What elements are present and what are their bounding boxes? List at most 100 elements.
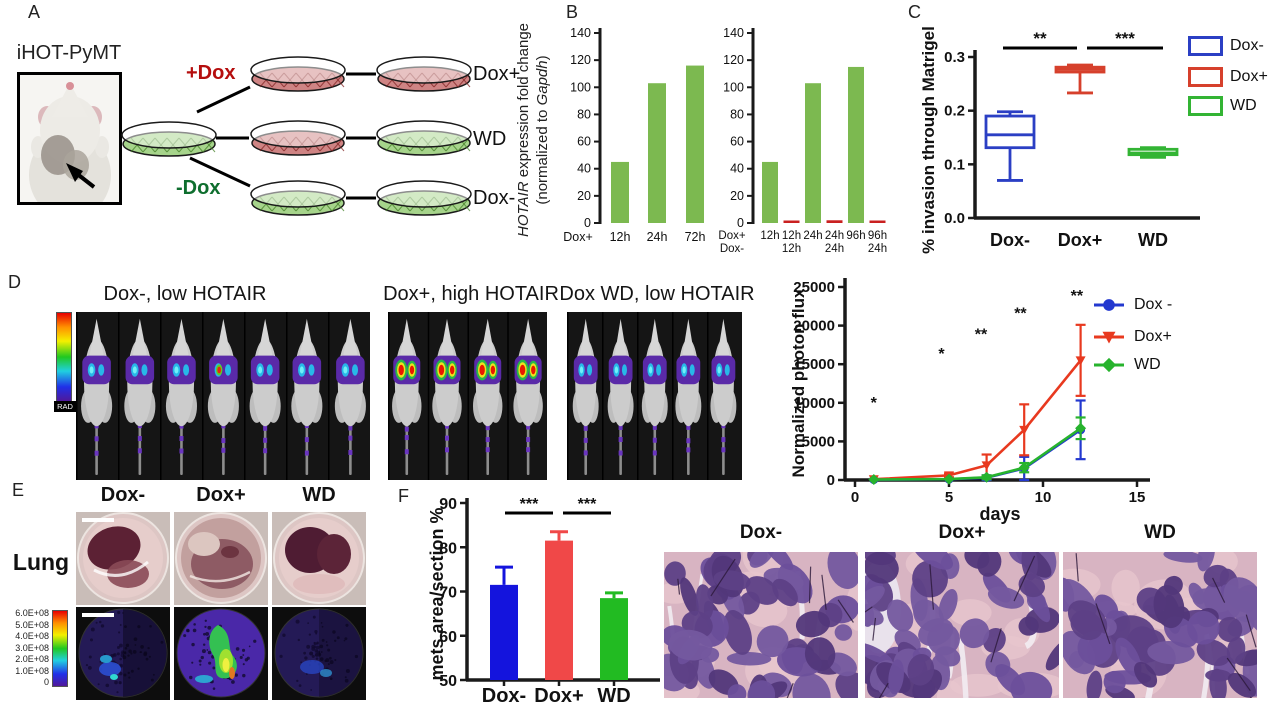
e-scale-tick: 6.0E+08: [15, 608, 49, 618]
svg-text:**: **: [1014, 306, 1027, 323]
svg-text:25000: 25000: [793, 279, 835, 296]
c-legend-label: Dox+: [1230, 68, 1268, 85]
e-scale-tick-labels: 6.0E+08 5.0E+08 4.0E+08 3.0E+08 2.0E+08 …: [0, 608, 49, 687]
f-histology-label-dox-plus: Dox+: [938, 522, 986, 543]
b-ylabel-gapdh: Gapdh: [534, 60, 551, 106]
svg-text:5000: 5000: [802, 433, 835, 450]
svg-text:80: 80: [577, 107, 591, 121]
svg-text:15000: 15000: [793, 356, 835, 373]
svg-text:100: 100: [570, 80, 591, 94]
svg-text:24h: 24h: [868, 243, 887, 255]
svg-text:100: 100: [723, 80, 744, 94]
panel-d-label: D: [8, 272, 21, 292]
svg-text:12h: 12h: [782, 230, 801, 242]
svg-text:***: ***: [1115, 29, 1135, 48]
d-mice-image-wd: [567, 312, 742, 480]
d-mice-image-dox-plus: [388, 312, 547, 480]
svg-text:***: ***: [578, 496, 597, 513]
svg-text:40: 40: [730, 162, 744, 176]
d-legend-marker-circle: [1094, 299, 1124, 311]
d-legend-item-dox-minus: Dox -: [1093, 296, 1172, 314]
svg-text:0.3: 0.3: [944, 49, 965, 66]
svg-text:12h: 12h: [760, 230, 779, 242]
f-bar-chart: 50 60 70 80 90 Dox- Dox+ WD *** ***: [439, 496, 660, 707]
svg-text:Dox-: Dox-: [720, 243, 744, 255]
svg-text:Dox+: Dox+: [563, 230, 593, 244]
svg-text:***: ***: [520, 496, 539, 513]
svg-text:24h: 24h: [825, 243, 844, 255]
svg-text:70: 70: [439, 585, 457, 602]
b-ylabel-rest: expression fold change: [515, 23, 532, 182]
svg-text:0.0: 0.0: [944, 210, 965, 227]
d-colorbar-label: RAD: [54, 401, 76, 412]
svg-text:days: days: [979, 504, 1020, 524]
c-legend-swatch-wd: [1188, 96, 1223, 116]
mouse-photo-image: [20, 75, 119, 219]
e-scale-tick: 0: [43, 677, 49, 687]
svg-text:WD: WD: [1138, 230, 1168, 250]
c-legend-item-wd: WD: [1188, 96, 1257, 116]
b-ylabel-hotair: HOTAIR: [515, 181, 532, 237]
dish-diagram: [121, 56, 472, 216]
svg-text:0: 0: [827, 472, 835, 489]
svg-text:60: 60: [439, 629, 457, 646]
d-group3-title: Dox WD, low HOTAIR: [559, 283, 755, 305]
e-lung-bli-dox-minus: [76, 607, 170, 700]
svg-text:60: 60: [577, 135, 591, 149]
d-legend-marker-diamond: [1094, 357, 1124, 373]
svg-text:WD: WD: [597, 685, 630, 707]
f-histology-image-dox-minus: [664, 552, 858, 698]
c-legend-label: WD: [1230, 97, 1257, 114]
e-column-label-dox-plus: Dox+: [196, 484, 246, 506]
svg-text:5: 5: [945, 489, 953, 506]
d-colorbar: [56, 312, 72, 402]
b-left-bar-chart: 0 20 40 60 80 100 120 140 Dox+ 12h 24h 72h: [563, 26, 706, 244]
svg-text:140: 140: [570, 26, 591, 40]
svg-text:Dox+: Dox+: [1058, 230, 1103, 250]
svg-text:24h: 24h: [647, 230, 668, 244]
svg-text:15: 15: [1129, 489, 1146, 506]
e-row-label-lung: Lung: [12, 549, 70, 575]
svg-text:24h: 24h: [803, 230, 822, 242]
e-scale-tick: 4.0E+08: [15, 631, 49, 641]
panel-f-label: F: [398, 486, 409, 506]
condition-label-dox-plus: Dox+: [473, 63, 521, 85]
minus-dox-label: -Dox: [176, 177, 221, 199]
svg-text:96h: 96h: [846, 230, 865, 242]
svg-text:**: **: [975, 326, 988, 343]
svg-text:96h: 96h: [868, 230, 887, 242]
b-ylabel-post: ): [534, 55, 551, 61]
svg-text:*: *: [938, 346, 945, 363]
c-legend-swatch-dox-minus: [1188, 36, 1223, 56]
svg-text:*: *: [871, 395, 878, 412]
svg-text:120: 120: [723, 53, 744, 67]
e-scale-tick: 2.0E+08: [15, 654, 49, 664]
e-colorbar: [52, 610, 68, 687]
svg-text:10000: 10000: [793, 395, 835, 412]
d-mice-image-dox-minus: [76, 312, 370, 480]
c-legend-item-dox-minus: Dox-: [1188, 36, 1264, 56]
svg-text:80: 80: [730, 107, 744, 121]
e-lung-photo-dox-plus: [174, 512, 268, 605]
panel-a-label: A: [28, 2, 41, 22]
e-lung-photo-dox-minus: [76, 512, 170, 605]
mouse-photo: [17, 72, 122, 219]
svg-text:20000: 20000: [793, 318, 835, 335]
svg-text:120: 120: [570, 53, 591, 67]
d-legend-label: Dox+: [1134, 328, 1172, 345]
svg-text:**: **: [1071, 288, 1084, 305]
c-legend-item-dox-plus: Dox+: [1188, 67, 1268, 87]
d-legend-item-wd: WD: [1093, 356, 1161, 374]
svg-text:140: 140: [723, 26, 744, 40]
svg-text:50: 50: [439, 673, 457, 690]
panel-e-label: E: [12, 480, 25, 500]
f-histology-image-dox-plus: [865, 552, 1059, 698]
f-histology-image-wd: [1063, 552, 1257, 698]
svg-text:72h: 72h: [685, 230, 706, 244]
e-scale-tick: 3.0E+08: [15, 642, 49, 653]
mouse-photo-caption: iHOT-PyMT: [16, 42, 122, 64]
d-legend-label: Dox -: [1134, 296, 1173, 313]
svg-text:10: 10: [1035, 489, 1052, 506]
panel-b-label: B: [566, 2, 579, 22]
